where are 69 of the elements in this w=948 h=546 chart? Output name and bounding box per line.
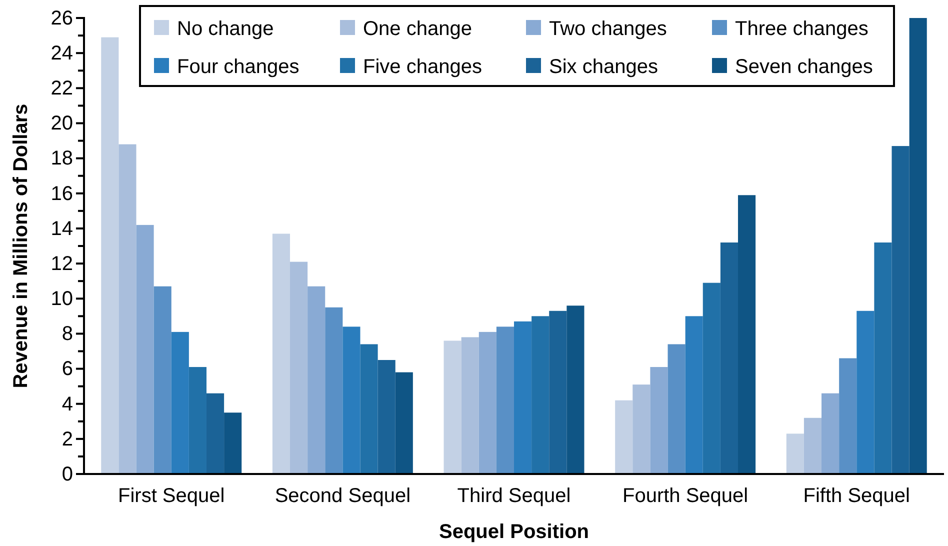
y-tick-label: 24 [50, 42, 73, 64]
x-axis-title: Sequel Position [438, 521, 590, 543]
bar [685, 316, 703, 474]
bar [738, 195, 756, 474]
bar [650, 367, 668, 474]
bar [702, 282, 720, 474]
y-tick-label: 20 [50, 112, 73, 135]
bar [290, 262, 308, 474]
y-tick-label: 12 [50, 252, 73, 275]
legend-label: Two changes [549, 18, 667, 40]
bar [496, 326, 514, 474]
y-tick-label: 26 [50, 7, 73, 30]
bar [272, 234, 290, 474]
y-tick-label: 10 [50, 288, 73, 310]
legend-label: One change [363, 18, 472, 40]
y-tick-label: 2 [62, 428, 73, 450]
y-tick-label: 8 [62, 323, 73, 346]
x-tick-label: First Sequel [118, 485, 225, 507]
bar [342, 326, 360, 474]
bar [786, 434, 804, 474]
bar [461, 337, 479, 474]
bar [136, 224, 154, 474]
y-tick-label: 16 [50, 182, 73, 205]
legend-label: No change [177, 18, 274, 40]
x-tick-label: Fourth Sequel [622, 485, 748, 507]
y-tick-label: 14 [50, 218, 73, 240]
y-tick-label: 6 [62, 358, 73, 380]
bar [615, 400, 633, 474]
legend-label: Five changes [363, 56, 482, 78]
x-tick-label: Third Sequel [457, 485, 571, 507]
legend-label: Six changes [549, 56, 658, 78]
bar [532, 316, 550, 474]
bar [549, 310, 567, 474]
bar [378, 360, 396, 474]
x-tick-label: Second Sequel [274, 485, 411, 507]
legend-label: Three changes [735, 18, 868, 40]
legend-label: Four changes [177, 56, 300, 78]
bar [720, 242, 738, 474]
bar [909, 18, 927, 474]
bar [822, 393, 840, 474]
bar [188, 367, 206, 474]
bar [514, 321, 532, 474]
bar [224, 412, 242, 474]
bar [395, 372, 413, 474]
bar [566, 306, 584, 474]
bar [804, 418, 822, 474]
bar [154, 286, 172, 474]
y-tick-label: 22 [50, 78, 73, 100]
legend-label: Seven changes [735, 56, 873, 78]
bar [478, 332, 496, 474]
x-tick-label: Fifth Sequel [803, 485, 910, 507]
y-tick-label: 4 [62, 393, 73, 416]
bar [632, 384, 650, 474]
bar [325, 307, 343, 474]
bar [360, 344, 378, 474]
bar [444, 340, 462, 474]
bar [892, 146, 910, 474]
bar [308, 286, 326, 474]
y-axis-title: Revenue in Millions of Dollars [10, 104, 32, 388]
bar [856, 310, 874, 474]
bar [101, 37, 119, 474]
bar [874, 242, 892, 474]
bar [206, 393, 224, 474]
bar [839, 358, 857, 474]
bar [171, 332, 189, 474]
bar [118, 144, 136, 474]
y-tick-label: 0 [62, 463, 73, 486]
y-tick-label: 18 [50, 148, 73, 170]
bar [668, 344, 686, 474]
